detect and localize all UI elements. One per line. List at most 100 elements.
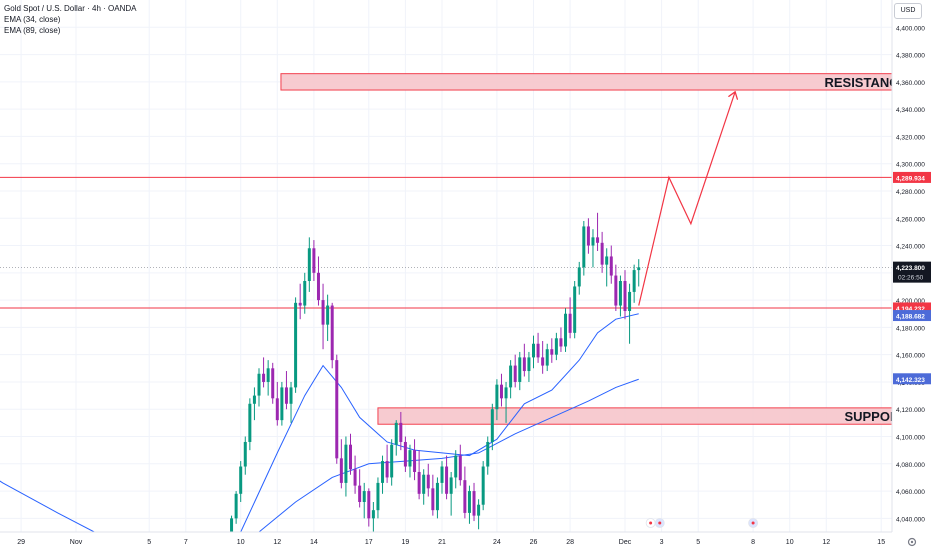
x-tick-label: 5: [696, 539, 700, 546]
candle-body: [257, 373, 261, 396]
y-tick-label: 4,240.000: [896, 244, 925, 251]
candle-body: [545, 349, 549, 366]
candle-body: [527, 357, 531, 372]
candle-body: [609, 256, 613, 276]
candle-body: [618, 281, 622, 306]
gear-hub: [910, 540, 914, 544]
candle-body: [426, 474, 430, 489]
candle-body: [513, 365, 517, 382]
candle: [609, 245, 613, 284]
candle: [367, 488, 371, 527]
x-tick-label: 15: [877, 539, 885, 546]
candle: [408, 444, 412, 478]
plot-area: RESISTANCESUPPORT4,362.1054,117.4194,291…: [0, 0, 892, 532]
price-axis: 4,040.000 4,060.000 4,080.000 4,100.000 4,12…: [891, 0, 932, 550]
candle: [321, 283, 325, 350]
candle-body: [586, 226, 590, 246]
candle: [330, 302, 334, 369]
candle: [417, 450, 421, 500]
ema89-axis-tag: 4,142.323: [893, 373, 931, 385]
upper-level-axis-tag-box: [893, 171, 931, 183]
candle-body: [367, 491, 371, 519]
x-tick-label: 7: [184, 539, 188, 546]
candle-body: [499, 384, 503, 399]
indicator-ema34-label[interactable]: EMA (34, close): [4, 15, 61, 24]
candle-body: [509, 365, 513, 388]
candle-body: [541, 357, 545, 366]
candle: [554, 332, 558, 361]
x-tick-label: 5: [147, 539, 151, 546]
symbol-title[interactable]: Gold Spot / U.S. Dollar · 4h · OANDA: [4, 4, 137, 13]
candle: [605, 248, 609, 287]
candle: [600, 231, 604, 273]
candle-body: [637, 267, 641, 271]
candle: [467, 485, 471, 524]
x-tick-label: 12: [822, 539, 830, 546]
candle: [513, 354, 517, 388]
us-flag-event-icon-2: [748, 518, 758, 528]
candle: [248, 398, 252, 451]
candle: [394, 420, 398, 456]
candle-body: [358, 485, 362, 502]
candle-body: [445, 466, 449, 494]
y-tick-label: 4,120.000: [896, 407, 925, 414]
candle-body: [239, 466, 243, 494]
candle-body: [408, 450, 412, 467]
candle: [472, 482, 476, 522]
candle: [353, 455, 357, 494]
candle: [454, 450, 458, 489]
current-price-text: 4,223.800: [896, 265, 925, 272]
candle: [532, 335, 535, 369]
indicator-ema89-label[interactable]: EMA (89, close): [4, 26, 61, 35]
currency-button[interactable]: USD: [894, 3, 922, 19]
candle-body: [230, 518, 234, 532]
candle-body: [349, 444, 352, 470]
candle-body: [472, 491, 476, 516]
candle-body: [504, 387, 508, 399]
ema89-axis-tag-box: [893, 373, 931, 385]
lower-level-axis-tag-box: [893, 302, 931, 314]
candle: [577, 261, 581, 295]
gear-icon[interactable]: [907, 537, 917, 547]
candle-body: [339, 458, 343, 483]
candle-body: [262, 373, 266, 382]
candle: [399, 411, 403, 451]
candle-body: [495, 384, 499, 410]
candle: [303, 272, 307, 314]
candle-body: [243, 441, 247, 467]
y-tick-label: 4,160.000: [896, 353, 925, 360]
gear-ring: [907, 537, 917, 547]
candle-body: [440, 466, 444, 483]
candle-body: [394, 422, 398, 445]
y-tick-label: 4,380.000: [896, 53, 925, 60]
candle: [486, 436, 490, 475]
candle: [509, 360, 513, 399]
ema34-axis-tag-text: 4,188.682: [896, 314, 925, 321]
x-tick-label: 26: [530, 539, 538, 546]
candle: [289, 381, 293, 423]
upper-level-axis-tag: 4,289.934: [893, 171, 931, 183]
candle-body: [390, 444, 394, 478]
candle-body: [335, 360, 339, 459]
upper-level-axis-tag-text: 4,289.934: [896, 175, 925, 182]
candle: [449, 471, 453, 516]
candle-body: [568, 313, 572, 333]
candle-body: [266, 368, 270, 382]
candle: [632, 264, 636, 303]
candle: [623, 270, 627, 320]
candle: [280, 381, 284, 426]
candle-body: [431, 488, 435, 511]
candle-body: [289, 387, 293, 404]
x-tick-label: Dec: [619, 539, 632, 546]
candle: [591, 229, 595, 268]
countdown-text: 02:26:50: [898, 275, 924, 282]
us-flag-event-icon-dot: [658, 521, 662, 525]
candle-body: [303, 281, 307, 306]
candle: [339, 439, 343, 489]
projection-arrow: [638, 93, 735, 306]
candle-body: [559, 338, 563, 347]
candle-body: [449, 477, 453, 494]
candle: [564, 308, 568, 352]
y-tick-label: 4,320.000: [896, 134, 925, 141]
